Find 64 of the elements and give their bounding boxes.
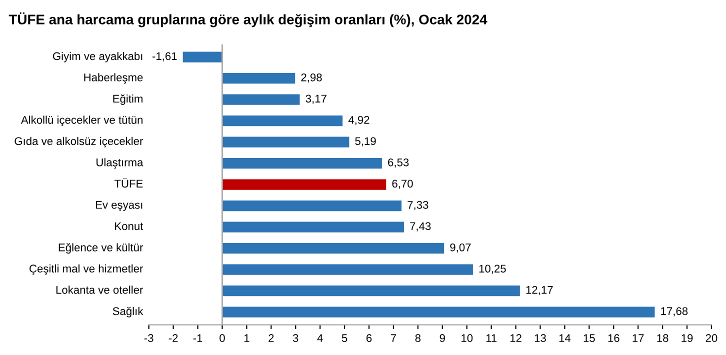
x-tick-label: 4	[317, 334, 323, 342]
x-tick-label: -2	[168, 334, 178, 342]
x-tick-label: 3	[292, 334, 298, 342]
y-tick-label: Alkollü içecekler ve tütün	[20, 116, 142, 126]
bar	[222, 179, 386, 190]
bar	[222, 136, 350, 148]
data-label: 12,17	[526, 286, 553, 296]
data-label: -1,61	[152, 52, 177, 62]
x-tick-label: 8	[415, 334, 421, 342]
x-tick-label: 12	[510, 334, 522, 342]
bar	[222, 158, 382, 169]
x-tick-label: 1	[244, 334, 250, 342]
y-tick-label: Ulaştırma	[96, 158, 144, 169]
data-label: 2,98	[301, 73, 322, 83]
x-tick-label: 13	[534, 334, 546, 342]
x-tick-label: 16	[608, 334, 620, 342]
bar	[222, 116, 343, 126]
x-tick-label: 10	[462, 334, 473, 342]
y-tick-label: Ev eşyası	[96, 201, 142, 212]
bar	[222, 306, 655, 318]
y-tick-label: Gıda ve alkolsüz içecekler	[14, 136, 144, 148]
x-tick-label: 18	[657, 334, 668, 342]
bar	[222, 243, 444, 254]
x-tick-label: 15	[584, 334, 595, 342]
x-tick-label: 2	[268, 334, 274, 342]
data-label: 6,53	[388, 158, 409, 168]
data-label: 9,07	[450, 243, 471, 253]
bar	[222, 264, 473, 275]
data-label: 10,25	[479, 264, 506, 274]
y-tick-label: Konut	[115, 222, 144, 230]
y-tick-label: TÜFE	[114, 178, 143, 188]
x-tick-label: 0	[220, 334, 225, 342]
data-label: 17,68	[661, 307, 688, 316]
x-tick-label: 7	[390, 334, 396, 342]
x-tick-label: 20	[706, 334, 718, 342]
bar	[222, 222, 404, 232]
bar	[222, 73, 296, 84]
data-label: 7,33	[408, 200, 428, 210]
y-tick-label: Eğitim	[113, 94, 142, 105]
chart-title: TÜFE ana harcama gruplarına göre aylık değişim oranları (%), Ocak 2024	[8, 12, 488, 28]
bar	[222, 94, 300, 105]
data-label: 6,70	[392, 180, 413, 189]
x-tick-label: 6	[366, 334, 372, 342]
data-label: 5,19	[355, 137, 376, 146]
bar	[182, 52, 222, 62]
data-label: 7,43	[410, 222, 431, 232]
x-tick-label: -1	[193, 334, 202, 342]
y-tick-label: Giyim ve ayakkabı	[52, 52, 142, 62]
x-tick-label: 17	[632, 334, 644, 342]
x-tick-label: 11	[486, 334, 497, 342]
x-tick-label: 14	[559, 334, 571, 342]
data-label: 4,92	[348, 116, 370, 126]
data-label: 3,17	[306, 94, 326, 104]
x-tick-label: 19	[682, 334, 693, 342]
bar	[222, 286, 520, 296]
y-tick-label: Lokanta ve oteller	[56, 286, 144, 294]
x-tick-label: 9	[440, 334, 445, 342]
x-tick-label: -3	[144, 334, 154, 342]
y-tick-label: Haberleşme	[84, 73, 143, 84]
y-tick-label: Eğlence ve kültür	[58, 243, 144, 254]
bar	[222, 200, 402, 212]
y-tick-label: Sağlık	[112, 306, 144, 318]
y-tick-label: Çeşitli mal ve hizmetler	[30, 264, 144, 275]
x-tick-label: 5	[342, 334, 348, 342]
